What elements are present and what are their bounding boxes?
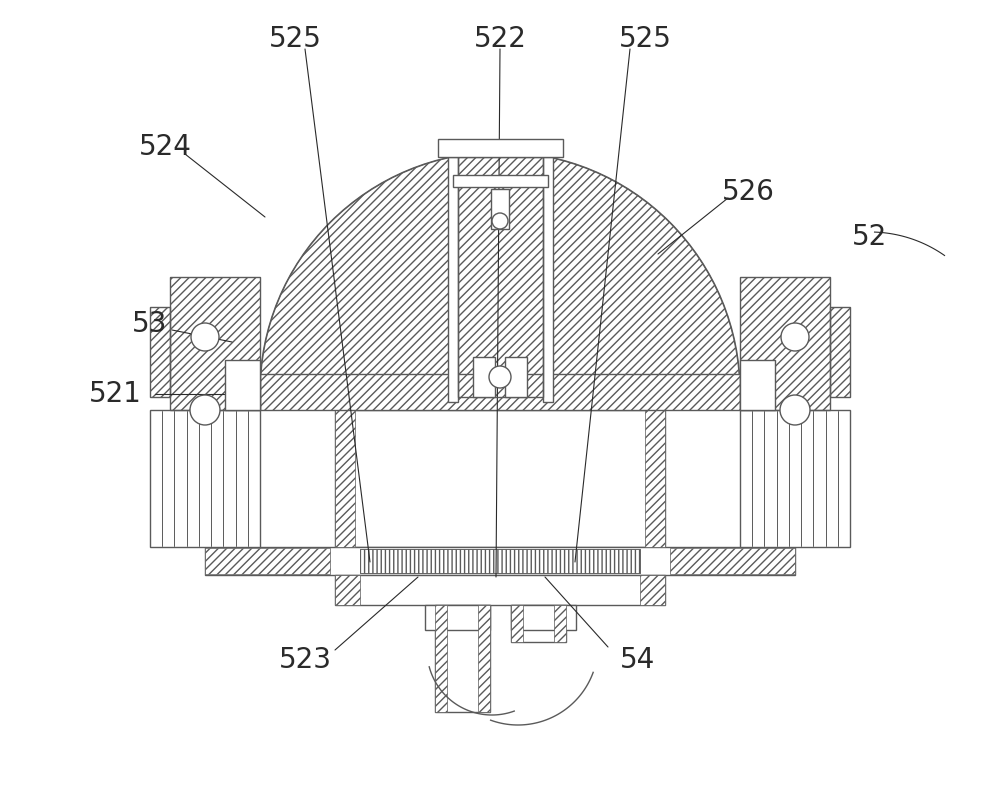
Bar: [170, 277, 260, 410]
Bar: [511, 605, 576, 630]
Bar: [740, 360, 775, 410]
Bar: [360, 549, 640, 573]
Circle shape: [780, 395, 810, 425]
Bar: [360, 549, 640, 573]
Text: 52: 52: [852, 223, 888, 251]
Bar: [511, 605, 522, 642]
Text: 523: 523: [279, 646, 332, 674]
Bar: [170, 277, 260, 410]
Bar: [740, 277, 830, 410]
Bar: [150, 307, 170, 397]
Bar: [260, 374, 740, 410]
Bar: [335, 575, 665, 605]
Bar: [150, 410, 260, 547]
Bar: [205, 548, 330, 574]
Text: 522: 522: [474, 25, 526, 53]
Text: 525: 525: [619, 25, 671, 53]
Text: 54: 54: [620, 646, 656, 674]
Bar: [740, 277, 830, 410]
Bar: [645, 410, 665, 547]
Bar: [640, 575, 665, 605]
Text: 524: 524: [139, 133, 191, 161]
Circle shape: [781, 323, 809, 351]
Circle shape: [190, 395, 220, 425]
Bar: [740, 410, 850, 547]
Circle shape: [489, 366, 511, 388]
Circle shape: [191, 323, 219, 351]
Bar: [205, 547, 795, 575]
Text: 525: 525: [269, 25, 321, 53]
Bar: [335, 575, 360, 605]
Text: 521: 521: [89, 380, 141, 408]
Bar: [478, 605, 490, 712]
Bar: [670, 548, 795, 574]
Bar: [554, 605, 566, 642]
Bar: [150, 307, 170, 397]
Bar: [830, 307, 850, 397]
Bar: [438, 139, 562, 157]
Circle shape: [492, 213, 508, 229]
Bar: [435, 605, 447, 712]
Bar: [505, 357, 527, 397]
Text: 53: 53: [132, 310, 168, 338]
Bar: [458, 157, 542, 397]
Bar: [830, 307, 850, 397]
Bar: [448, 157, 458, 402]
Bar: [511, 605, 566, 642]
Bar: [473, 357, 495, 397]
Bar: [542, 157, 552, 402]
Bar: [425, 605, 490, 630]
Bar: [335, 410, 355, 547]
Wedge shape: [260, 152, 740, 392]
Text: 526: 526: [722, 178, 774, 206]
Bar: [491, 189, 509, 229]
Bar: [453, 175, 548, 187]
Bar: [225, 360, 260, 410]
Bar: [435, 605, 490, 712]
Bar: [335, 410, 665, 547]
Bar: [260, 374, 740, 410]
Bar: [458, 157, 542, 397]
